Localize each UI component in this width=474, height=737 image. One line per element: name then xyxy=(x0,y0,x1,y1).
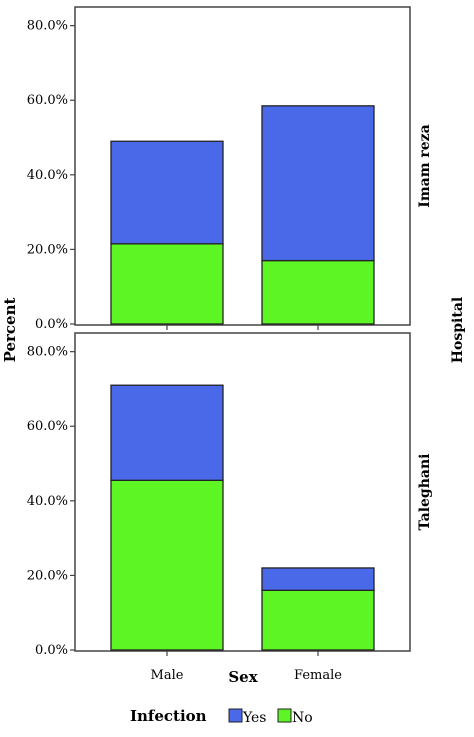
facet-label: Hospital xyxy=(450,297,466,363)
bar-imam-reza-female-yes xyxy=(261,105,375,262)
y-tick-label-taleghani-0: 0.0% xyxy=(35,643,68,658)
x-tick-label-male: Male xyxy=(151,668,184,683)
y-tick-label-taleghani-2: 40.0% xyxy=(27,494,68,509)
strip-label-imam-reza: Imam reza xyxy=(417,124,433,207)
legend-swatch-no xyxy=(277,708,292,723)
bar-imam-reza-male-no xyxy=(110,243,224,325)
bar-imam-reza-female-no xyxy=(261,259,375,325)
x-axis-title: Sex xyxy=(228,668,258,686)
bar-taleghani-female-no xyxy=(261,589,375,651)
y-axis-title: Percent xyxy=(1,298,19,363)
bar-taleghani-male-yes xyxy=(110,384,224,481)
x-tick-label-female: Female xyxy=(294,668,342,683)
bar-taleghani-female-yes xyxy=(261,567,375,591)
y-tick-label-imam-reza-0: 0.0% xyxy=(35,317,68,332)
bar-taleghani-male-no xyxy=(110,479,224,651)
y-tick-label-imam-reza-4: 80.0% xyxy=(27,19,68,34)
y-tick-label-imam-reza-3: 60.0% xyxy=(27,93,68,108)
y-tick-label-taleghani-4: 80.0% xyxy=(27,345,68,360)
legend-title: Infection xyxy=(130,707,207,725)
y-tick-label-taleghani-3: 60.0% xyxy=(27,419,68,434)
y-tick-label-imam-reza-2: 40.0% xyxy=(27,168,68,183)
bar-imam-reza-male-yes xyxy=(110,140,224,245)
y-tick-label-taleghani-1: 20.0% xyxy=(27,568,68,583)
legend-swatch-yes xyxy=(228,708,243,723)
strip-label-taleghani: Taleghani xyxy=(417,454,433,531)
y-tick-label-imam-reza-1: 20.0% xyxy=(27,242,68,257)
legend-label-no: No xyxy=(292,710,313,726)
legend-label-yes: Yes xyxy=(242,710,267,726)
